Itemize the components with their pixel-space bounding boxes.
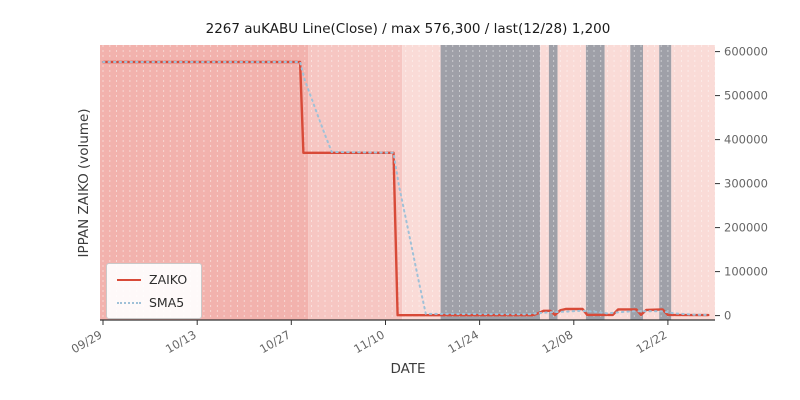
legend-item-sma5: SMA5 (117, 295, 187, 310)
legend-label-sma5: SMA5 (149, 295, 185, 310)
svg-text:10/13: 10/13 (163, 327, 199, 356)
svg-text:11/24: 11/24 (445, 327, 481, 356)
svg-text:400000: 400000 (724, 133, 768, 147)
zaiko-line-icon (117, 278, 141, 281)
svg-text:200000: 200000 (724, 221, 768, 235)
svg-text:0: 0 (724, 309, 731, 323)
svg-text:10/27: 10/27 (257, 327, 293, 356)
svg-text:100000: 100000 (724, 265, 768, 279)
svg-text:300000: 300000 (724, 177, 768, 191)
sma5-line-icon (117, 301, 141, 304)
svg-text:11/10: 11/10 (351, 327, 387, 356)
y-axis-label: IPPAN ZAIKO (volume) (76, 108, 92, 258)
svg-text:600000: 600000 (724, 45, 768, 59)
legend-item-zaiko: ZAIKO (117, 272, 187, 287)
svg-text:12/08: 12/08 (540, 327, 576, 356)
legend: ZAIKO SMA5 (106, 263, 203, 319)
svg-text:500000: 500000 (724, 89, 768, 103)
x-axis-label: DATE (390, 361, 426, 377)
chart-title: 2267 auKABU Line(Close) / max 576,300 / … (205, 21, 611, 37)
legend-label-zaiko: ZAIKO (149, 272, 188, 287)
svg-text:09/29: 09/29 (69, 327, 105, 356)
svg-text:12/22: 12/22 (634, 327, 670, 356)
